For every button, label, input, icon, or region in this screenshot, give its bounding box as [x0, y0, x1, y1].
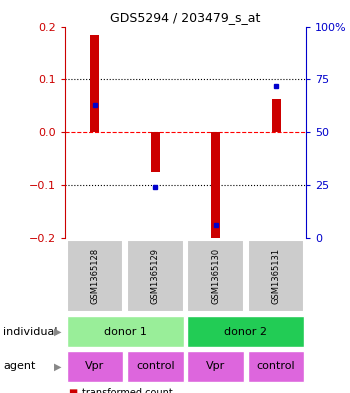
Bar — [187, 316, 304, 347]
Bar — [127, 351, 184, 382]
Text: individual: individual — [4, 327, 58, 337]
Text: ■: ■ — [68, 388, 77, 393]
Bar — [248, 240, 304, 312]
Bar — [66, 351, 123, 382]
Bar — [272, 99, 281, 132]
Title: GDS5294 / 203479_s_at: GDS5294 / 203479_s_at — [110, 11, 261, 24]
Bar — [187, 351, 244, 382]
Bar — [90, 35, 99, 132]
Text: donor 1: donor 1 — [104, 327, 147, 337]
Text: Vpr: Vpr — [85, 361, 105, 371]
Text: GSM1365131: GSM1365131 — [272, 248, 281, 304]
Bar — [248, 351, 304, 382]
Text: control: control — [257, 361, 295, 371]
Bar — [66, 240, 123, 312]
Text: GSM1365128: GSM1365128 — [90, 248, 99, 304]
Bar — [187, 240, 244, 312]
Text: control: control — [136, 361, 175, 371]
Text: transformed count: transformed count — [82, 388, 173, 393]
Text: agent: agent — [4, 361, 36, 371]
Bar — [66, 316, 184, 347]
Bar — [211, 132, 220, 243]
Bar — [127, 240, 184, 312]
Text: GSM1365130: GSM1365130 — [211, 248, 220, 304]
Text: donor 2: donor 2 — [224, 327, 267, 337]
Bar — [151, 132, 160, 172]
Text: ▶: ▶ — [54, 327, 62, 337]
Text: GSM1365129: GSM1365129 — [151, 248, 160, 304]
Text: Vpr: Vpr — [206, 361, 225, 371]
Text: ▶: ▶ — [54, 361, 62, 371]
